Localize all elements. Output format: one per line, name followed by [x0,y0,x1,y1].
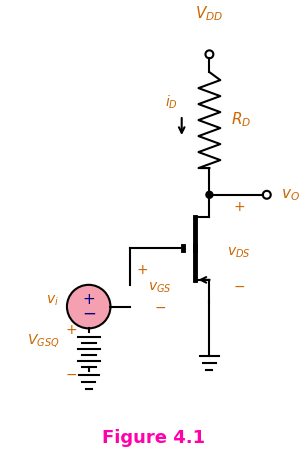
Text: −: − [154,301,166,314]
Circle shape [206,191,213,198]
Text: +: + [82,292,95,307]
Text: −: − [82,304,96,323]
Text: $V_{DD}$: $V_{DD}$ [195,4,224,23]
Circle shape [67,285,111,328]
Text: +: + [136,263,148,277]
Text: Figure 4.1: Figure 4.1 [103,429,205,447]
Text: $v_O$: $v_O$ [281,187,300,202]
Text: $v_{DS}$: $v_{DS}$ [227,246,251,260]
Text: $R_D$: $R_D$ [231,111,251,130]
Text: $i_D$: $i_D$ [165,94,178,111]
Text: +: + [65,323,77,337]
Text: −: − [65,368,77,382]
Text: +: + [233,200,245,214]
Text: $v_{GS}$: $v_{GS}$ [148,280,172,295]
Text: −: − [233,280,245,294]
Text: $V_{GSQ}$: $V_{GSQ}$ [26,332,59,349]
Text: $v_i$: $v_i$ [46,294,59,308]
